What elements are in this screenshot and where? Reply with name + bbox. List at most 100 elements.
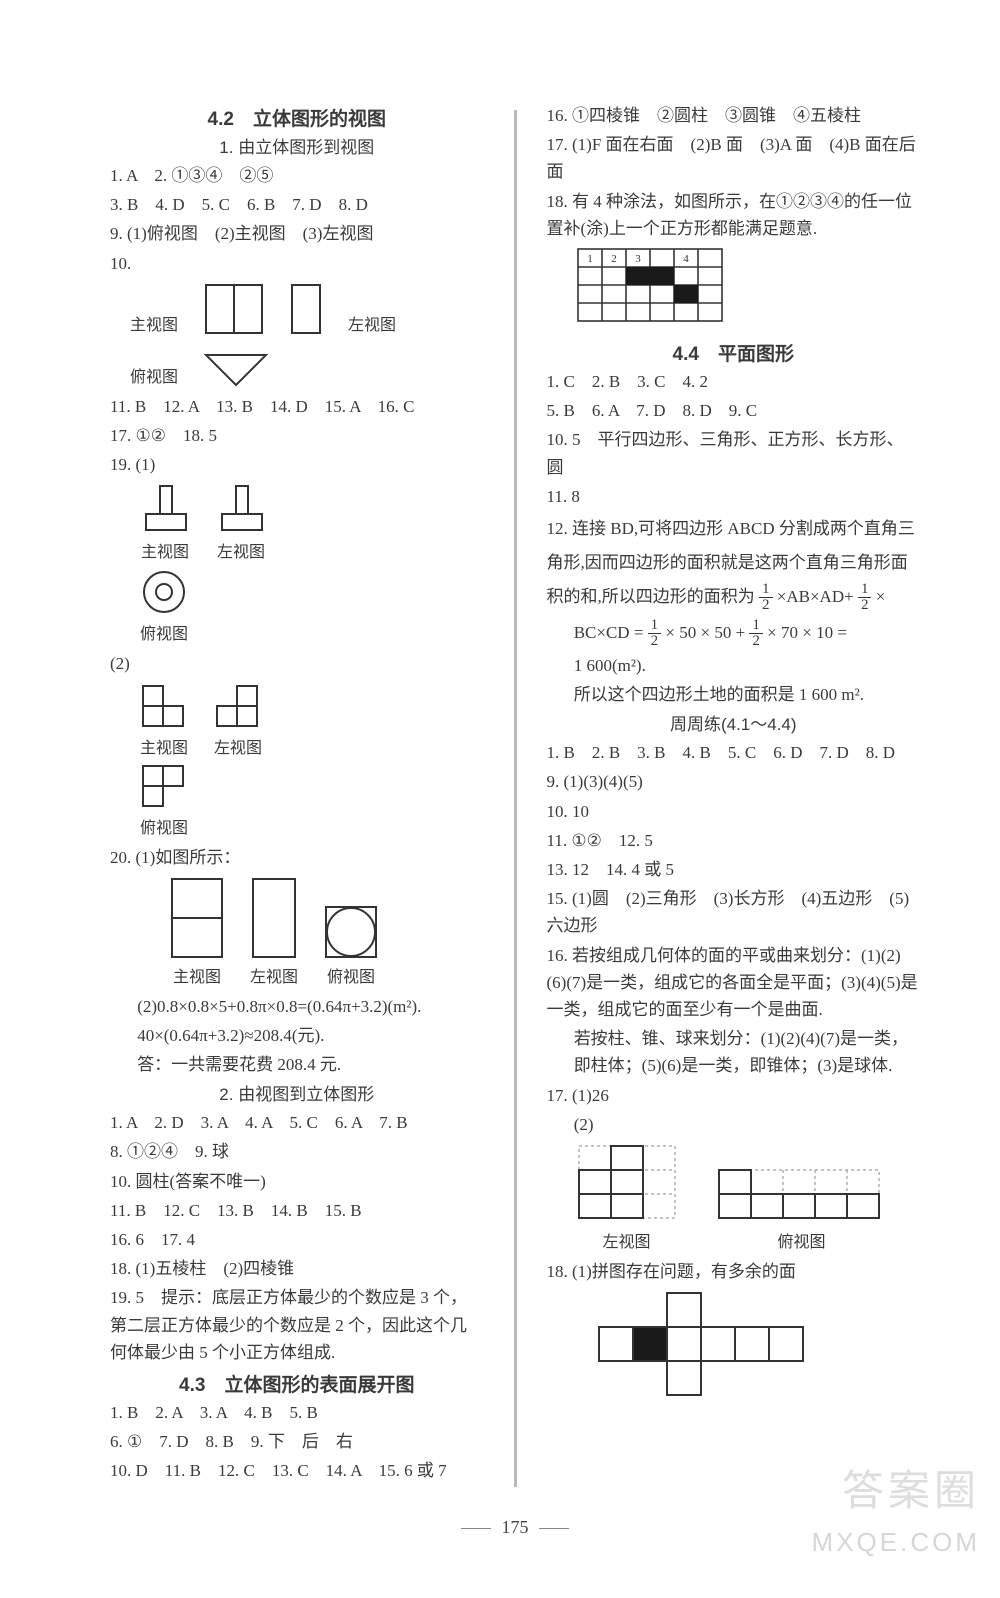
answer-line: 5. B 6. A 7. D 8. D 9. C: [547, 397, 921, 424]
answer-line: 1. B 2. A 3. A 4. B 5. B: [110, 1399, 484, 1426]
q19-2-diagram: 主视图 左视图: [140, 684, 484, 838]
fraction-half: 12: [648, 618, 662, 649]
svg-text:1: 1: [587, 253, 593, 265]
q17-top-view-icon: [717, 1168, 887, 1224]
answer-line: 11. B 12. A 13. B 14. D 15. A 16. C: [110, 393, 484, 420]
q20-front-icon: [170, 877, 224, 959]
q10-front-view-icon: [204, 283, 264, 335]
q19-left-icon: [216, 484, 266, 534]
answer-line: 3. B 4. D 5. C 6. B 7. D 8. D: [110, 191, 484, 218]
answer-line: 16. 若按组成几何体的面的平或曲来划分：(1)(2)(6)(7)是一类，组成它…: [547, 942, 921, 1024]
page: 4.2 立体图形的视图 1. 由立体图形到视图 1. A 2. ①③④ ②⑤ 3…: [0, 0, 1000, 1598]
q12-text-f: × 70 × 10 =: [767, 623, 847, 642]
answer-line: 16. ①四棱锥 ②圆柱 ③圆锥 ④五棱柱: [547, 102, 921, 129]
week-practice-title: 周周练(4.1～4.4): [547, 710, 921, 735]
answer-line: 11. ①② 12. 5: [547, 827, 921, 854]
q19-2-front-icon: [141, 684, 187, 730]
fraction-half: 12: [749, 618, 763, 649]
answer-line: 9. (1)俯视图 (2)主视图 (3)左视图: [110, 220, 484, 247]
q20-left-icon: [251, 877, 297, 959]
answer-line: 11. B 12. C 13. B 14. B 15. B: [110, 1197, 484, 1224]
answer-line: 1. B 2. B 3. B 4. B 5. C 6. D 7. D 8. D: [547, 739, 921, 766]
answer-line: 19. 5 提示：底层正方体最少的个数应是 3 个，第二层正方体最少的个数应是 …: [110, 1284, 484, 1366]
diagram-label: 俯视图: [140, 814, 188, 838]
watermark-url: MXQE.COM: [812, 1527, 980, 1558]
left-column: 4.2 立体图形的视图 1. 由立体图形到视图 1. A 2. ①③④ ②⑤ 3…: [110, 100, 484, 1487]
diagram-label: 左视图: [217, 538, 265, 562]
diagram-label: 俯视图: [777, 1228, 825, 1252]
answer-line: 13. 12 14. 4 或 5: [547, 856, 921, 883]
rule-icon: [539, 1528, 569, 1529]
answer-line: 19. (1): [110, 451, 484, 478]
q10-left-view-icon: [290, 283, 322, 335]
answer-line: 1. C 2. B 3. C 4. 2: [547, 368, 921, 395]
fraction-half: 12: [759, 582, 773, 613]
two-column-layout: 4.2 立体图形的视图 1. 由立体图形到视图 1. A 2. ①③④ ②⑤ 3…: [110, 100, 920, 1487]
q10-diagram: 主视图 左视图 俯视图: [110, 283, 484, 387]
answer-line-q12b: BC×CD = 12 × 50 × 50 + 12 × 70 × 10 =: [547, 616, 921, 650]
answer-line: (2): [110, 650, 484, 677]
fraction-half: 12: [858, 582, 872, 613]
answer-line: 16. 6 17. 4: [110, 1226, 484, 1253]
section-4-2-sub2: 2. 由视图到立体图形: [110, 1080, 484, 1105]
answer-line: 1. A 2. ①③④ ②⑤: [110, 162, 484, 189]
diagram-label: 左视图: [348, 311, 396, 335]
svg-text:3: 3: [635, 253, 641, 265]
q12-text-c: ×: [876, 587, 886, 606]
answer-line: 15. (1)圆 (2)三角形 (3)长方形 (4)五边形 (5)六边形: [547, 885, 921, 939]
diagram-label: 左视图: [602, 1228, 650, 1252]
q20-top-icon: [324, 905, 378, 959]
q19-label: 19. (1): [110, 451, 155, 478]
q10-top-view-icon: [204, 353, 268, 387]
answer-line: 17. (1)F 面在右面 (2)B 面 (3)A 面 (4)B 面在后面: [547, 131, 921, 185]
answer-line: (2): [547, 1111, 921, 1138]
diagram-label: 左视图: [214, 734, 262, 758]
answer-line: 40×(0.64π+3.2)≈208.4(元).: [110, 1022, 484, 1049]
section-4-4-title: 4.4 平面图形: [547, 339, 921, 366]
page-number: 175: [502, 1517, 529, 1537]
answer-line: 10. 5 平行四边形、三角形、正方形、长方形、圆: [547, 426, 921, 480]
answer-line: 11. 8: [547, 483, 921, 510]
q12-text-d: BC×CD =: [574, 623, 644, 642]
diagram-label: 俯视图: [140, 620, 188, 644]
q17-left-view-icon: [577, 1144, 677, 1224]
q17-2-diagram: 左视图: [577, 1144, 921, 1252]
page-footer: 175: [110, 1517, 920, 1538]
section-4-2-sub1: 1. 由立体图形到视图: [110, 133, 484, 158]
q18-grid-diagram: 1 2 3 4: [577, 248, 921, 333]
diagram-label: 主视图: [130, 311, 178, 335]
answer-line: 20. (1)如图所示：: [110, 844, 484, 871]
svg-text:4: 4: [683, 253, 689, 265]
answer-line: 18. (1)拼图存在问题，有多余的面: [547, 1258, 921, 1285]
section-4-3-title: 4.3 立体图形的表面展开图: [110, 1370, 484, 1397]
answer-line: 17. ①② 18. 5: [110, 422, 484, 449]
svg-text:2: 2: [611, 253, 617, 265]
diagram-label: 主视图: [173, 963, 221, 987]
q19-2-top-icon: [141, 764, 187, 810]
diagram-label: 俯视图: [130, 363, 178, 387]
answer-line: 18. 有 4 种涂法，如图所示，在①②③④的任一位置补(涂)上一个正方形都能满…: [547, 188, 921, 242]
answer-line: 6. ① 7. D 8. B 9. 下 后 右: [110, 1428, 484, 1455]
answer-line: 若按柱、锥、球来划分：(1)(2)(4)(7)是一类，即柱体；(5)(6)是一类…: [547, 1025, 921, 1079]
watermark-text: 答案圈: [842, 1457, 980, 1518]
answer-line: 9. (1)(3)(4)(5): [547, 768, 921, 795]
answer-line: 1 600(m²).: [547, 652, 921, 679]
q18-net-diagram: [597, 1291, 921, 1426]
answer-line: 所以这个四边形土地的面积是 1 600 m².: [547, 681, 921, 708]
answer-line: 1. A 2. D 3. A 4. A 5. C 6. A 7. B: [110, 1109, 484, 1136]
q19-2-left-icon: [215, 684, 261, 730]
answer-line: 10. 10: [547, 798, 921, 825]
answer-line: (2)0.8×0.8×5+0.8π×0.8=(0.64π+3.2)(m²).: [110, 993, 484, 1020]
column-divider: [514, 110, 517, 1487]
q12-text-b: ×AB×AD+: [777, 587, 854, 606]
q18-grid-icon: 1 2 3 4: [577, 248, 727, 328]
q19-top-icon: [140, 568, 188, 616]
answer-line: 10. 圆柱(答案不唯一): [110, 1168, 484, 1195]
diagram-label: 主视图: [140, 734, 188, 758]
diagram-label: 左视图: [250, 963, 298, 987]
q19-front-icon: [140, 484, 190, 534]
answer-line-q12: 12. 连接 BD,可将四边形 ABCD 分割成两个直角三角形,因而四边形的面积…: [547, 512, 921, 614]
answer-line: 8. ①②④ 9. 球: [110, 1138, 484, 1165]
q18-net-icon: [597, 1291, 807, 1421]
rule-icon: [461, 1528, 491, 1529]
